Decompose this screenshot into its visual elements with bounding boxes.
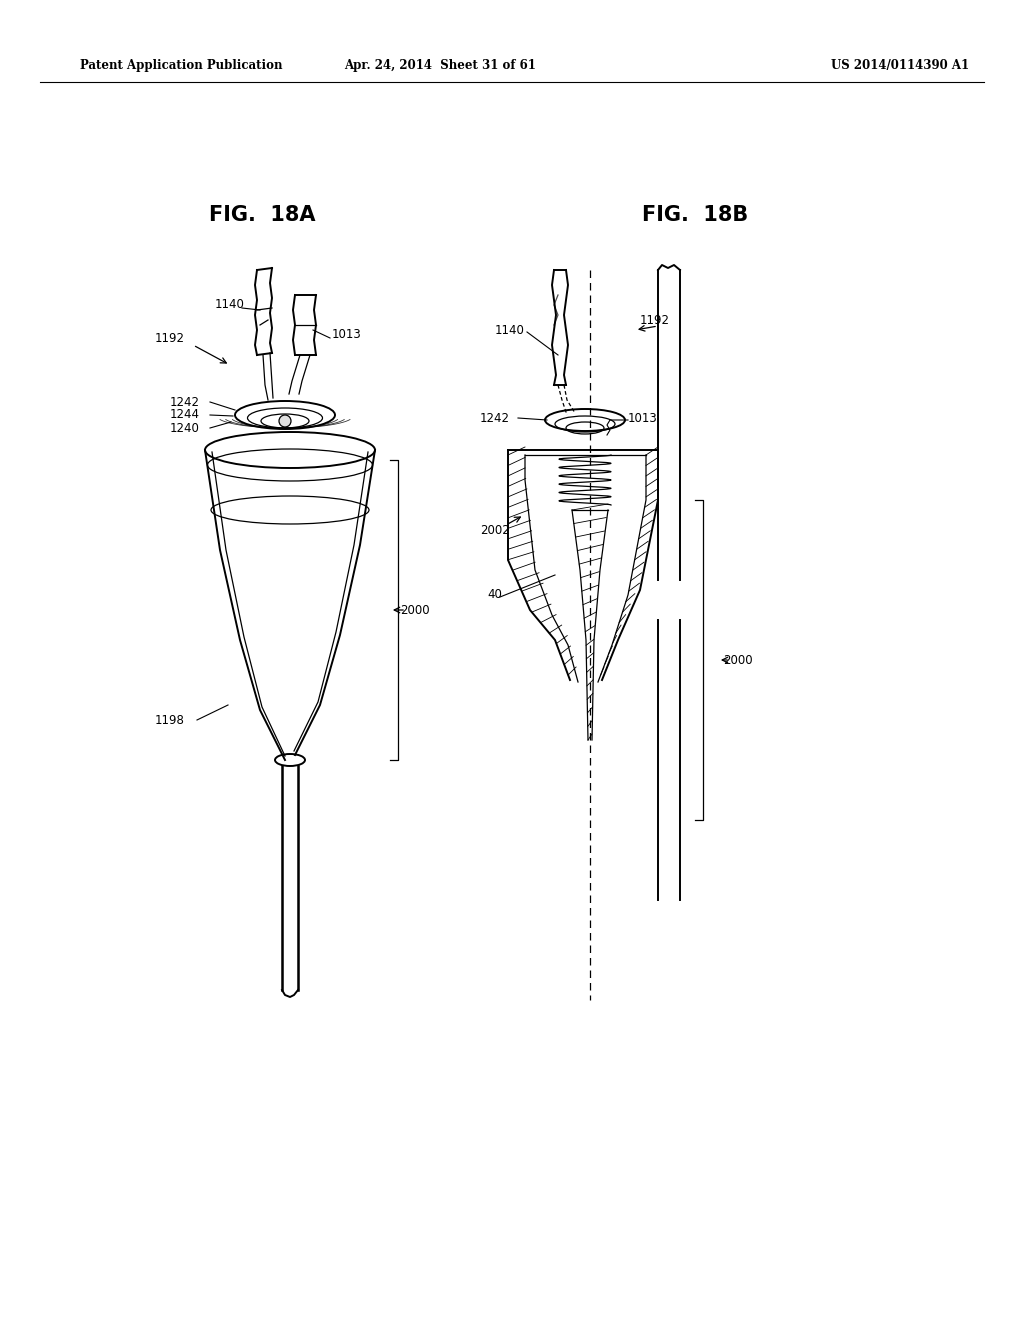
Text: US 2014/0114390 A1: US 2014/0114390 A1	[830, 58, 969, 71]
Text: 1244: 1244	[170, 408, 200, 421]
Text: 1192: 1192	[640, 314, 670, 326]
Text: 1240: 1240	[170, 421, 200, 434]
Circle shape	[279, 414, 291, 426]
Text: 40: 40	[487, 589, 502, 602]
Text: 2000: 2000	[723, 653, 753, 667]
Text: 1242: 1242	[480, 412, 510, 425]
Text: 2002: 2002	[480, 524, 510, 536]
Text: 1140: 1140	[495, 323, 525, 337]
Text: 1013: 1013	[628, 412, 657, 425]
Text: Patent Application Publication: Patent Application Publication	[80, 58, 283, 71]
Text: 1013: 1013	[332, 329, 361, 342]
Text: 2000: 2000	[400, 603, 430, 616]
Text: 1192: 1192	[155, 331, 185, 345]
Text: FIG.  18A: FIG. 18A	[209, 205, 315, 224]
Text: 1140: 1140	[215, 298, 245, 312]
Text: FIG.  18B: FIG. 18B	[642, 205, 749, 224]
Text: 1242: 1242	[170, 396, 200, 408]
Text: Apr. 24, 2014  Sheet 31 of 61: Apr. 24, 2014 Sheet 31 of 61	[344, 58, 536, 71]
Text: 1198: 1198	[155, 714, 185, 726]
